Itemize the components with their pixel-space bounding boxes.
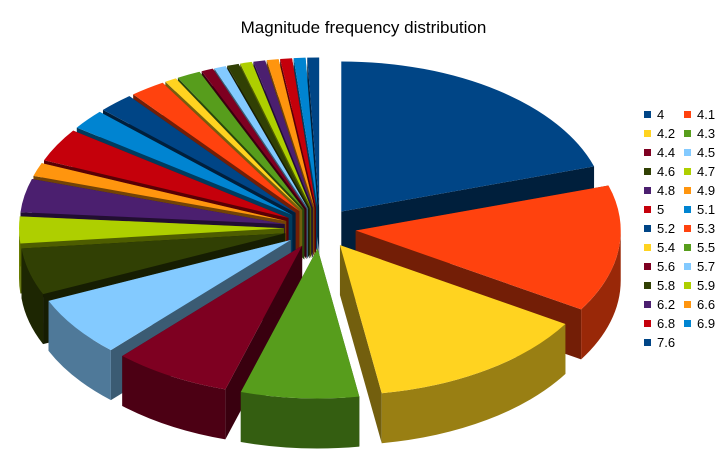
legend-label: 5.5 xyxy=(697,239,716,255)
legend-item: 4 xyxy=(644,106,684,122)
legend-item: 6.2 xyxy=(644,296,684,312)
legend-item: 7.6 xyxy=(644,334,684,350)
legend-label: 5.2 xyxy=(657,220,676,236)
legend-label: 5.6 xyxy=(657,258,676,274)
legend-item: 6.6 xyxy=(684,296,724,312)
legend-item: 5.5 xyxy=(684,239,724,255)
legend-item: 4.9 xyxy=(684,182,724,198)
legend-swatch xyxy=(644,167,651,175)
legend-swatch xyxy=(644,186,651,194)
legend-label: 4.2 xyxy=(657,125,676,141)
legend-swatch xyxy=(644,224,651,232)
legend-swatch xyxy=(684,262,691,270)
legend-swatch xyxy=(644,129,651,137)
legend-label: 4.7 xyxy=(697,163,716,179)
legend-item: 5.7 xyxy=(684,258,724,274)
legend-swatch xyxy=(684,167,691,175)
legend-swatch xyxy=(684,300,691,308)
legend-item: 5.3 xyxy=(684,220,724,236)
legend-swatch xyxy=(644,319,651,327)
legend-swatch xyxy=(644,338,651,346)
legend-swatch xyxy=(684,281,691,289)
legend-label: 6.9 xyxy=(697,315,716,331)
legend-item: 4.1 xyxy=(684,106,724,122)
legend-swatch xyxy=(684,186,691,194)
legend-swatch xyxy=(684,224,691,232)
legend: 4 4.1 4.2 4.3 4.4 4.5 4.6 4.7 4.8 4.9 5 5.1 5.2 5.3 5.… xyxy=(644,106,724,350)
legend-swatch xyxy=(684,110,691,118)
legend-swatch xyxy=(684,319,691,327)
legend-label: 4.1 xyxy=(697,106,716,122)
pie-slice-4.3 xyxy=(240,248,360,449)
legend-item: 5.6 xyxy=(644,258,684,274)
legend-swatch xyxy=(684,148,691,156)
legend-item: 4.2 xyxy=(644,125,684,141)
legend-label: 5.3 xyxy=(697,220,716,236)
legend-item: 5.9 xyxy=(684,277,724,293)
legend-swatch xyxy=(644,243,651,251)
legend-swatch xyxy=(644,300,651,308)
pie-slice-4.2 xyxy=(339,245,566,444)
legend-label: 4.4 xyxy=(657,144,676,160)
legend-item: 6.8 xyxy=(644,315,684,331)
pie-slice-4.4 xyxy=(122,245,303,440)
legend-item: 5.2 xyxy=(644,220,684,236)
legend-swatch xyxy=(644,110,651,118)
legend-item: 4.4 xyxy=(644,144,684,160)
legend-label: 5.1 xyxy=(697,201,716,217)
chart-title: Magnitude frequency distribution xyxy=(240,18,487,37)
legend-item: 5.4 xyxy=(644,239,684,255)
legend-label: 4.9 xyxy=(697,182,716,198)
legend-item: 4.6 xyxy=(644,163,684,179)
legend-swatch xyxy=(644,205,651,213)
legend-label: 6.6 xyxy=(697,296,716,312)
legend-item: 4.8 xyxy=(644,182,684,198)
legend-label: 5.4 xyxy=(657,239,676,255)
legend-label: 4 xyxy=(657,106,665,122)
legend-label: 6.8 xyxy=(657,315,676,331)
legend-label: 4.3 xyxy=(697,125,716,141)
legend-swatch xyxy=(684,243,691,251)
legend-item: 4.7 xyxy=(684,163,724,179)
legend-label: 5.8 xyxy=(657,277,676,293)
legend-swatch xyxy=(684,129,691,137)
legend-label: 5.9 xyxy=(697,277,716,293)
legend-item: 4.5 xyxy=(684,144,724,160)
legend-swatch xyxy=(644,148,651,156)
legend-label: 7.6 xyxy=(657,334,676,350)
legend-swatch xyxy=(644,262,651,270)
legend-label: 5.7 xyxy=(697,258,716,274)
legend-label: 4.6 xyxy=(657,163,676,179)
legend-label: 4.8 xyxy=(657,182,676,198)
legend-item: 5.8 xyxy=(644,277,684,293)
legend-label: 6.2 xyxy=(657,296,676,312)
legend-item: 6.9 xyxy=(684,315,724,331)
legend-item: 5 xyxy=(644,201,684,217)
legend-item: 5.1 xyxy=(684,201,724,217)
legend-item: 4.3 xyxy=(684,125,724,141)
legend-label: 5 xyxy=(657,201,665,217)
legend-swatch xyxy=(644,281,651,289)
legend-swatch xyxy=(684,205,691,213)
legend-label: 4.5 xyxy=(697,144,716,160)
